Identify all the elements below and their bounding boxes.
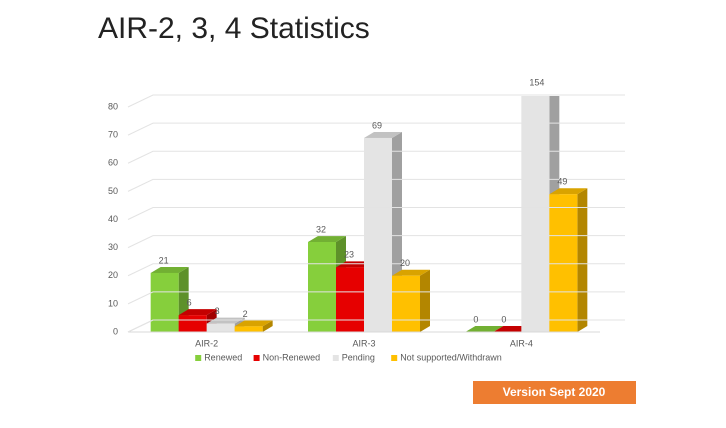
y-tick-label: 60 [108,158,118,168]
bar-top [308,236,346,242]
legend-label: Pending [342,352,375,362]
bar-top [364,131,402,138]
legend-swatch [332,355,339,361]
grid-line [127,319,625,333]
version-text: Version Sept 2020 [503,385,606,399]
bar-top [178,309,217,316]
y-tick-label: 80 [108,101,118,111]
value-label: 20 [400,258,410,268]
value-label: 69 [372,120,382,130]
x-tick-label: AIR-2 [195,338,218,348]
x-tick-label: AIR-3 [352,338,375,348]
grid-line [127,235,625,249]
y-tick-label: 0 [113,326,118,336]
legend-swatch [253,355,260,361]
bar-top [549,188,588,195]
y-tick-label: 70 [108,130,118,140]
bar [150,272,179,332]
bar-side [577,188,588,332]
bar [392,275,420,332]
grid-line [127,263,625,277]
y-tick-label: 10 [108,298,118,308]
bar-side [262,320,273,332]
grid-line [127,291,625,305]
value-label: 0 [473,314,478,324]
bar [521,96,550,332]
bar-top [465,326,504,332]
x-tick-label: AIR-4 [510,338,533,348]
legend-label: Non-Renewed [263,352,321,362]
grid-line [127,178,625,192]
value-label: 32 [316,224,326,234]
y-tick-label: 20 [108,270,118,280]
bar [308,242,336,332]
bar [178,315,207,332]
legend-label: Renewed [204,352,242,362]
version-badge [473,381,636,404]
value-label: 0 [501,314,506,324]
value-label: 21 [159,255,169,265]
value-label: 23 [344,250,354,260]
y-tick-label: 30 [108,242,118,252]
bar [364,137,392,332]
bar-top [206,317,245,324]
plot-area [150,96,588,332]
value-label: 3 [215,306,220,316]
value-label: 49 [557,177,567,187]
y-tick-label: 50 [108,186,118,196]
bar-top [150,266,189,273]
bar [549,194,578,332]
bar-side [420,269,430,332]
legend-swatch [391,355,398,361]
bar [234,326,263,332]
grid-line [127,94,625,108]
bar [336,267,364,332]
bar-top [392,269,430,276]
grid-line [127,207,625,220]
value-label: 154 [529,77,544,87]
bar-top [234,320,273,327]
value-label: 2 [243,309,248,319]
grid-line [127,150,625,164]
legend-swatch [195,355,202,361]
chart-title: AIR-2, 3, 4 Statistics [98,12,370,45]
grid-line [127,122,625,136]
value-label: 6 [187,298,192,308]
legend-label: Not supported/Withdrawn [400,352,502,362]
bar [206,323,235,332]
y-tick-label: 40 [108,214,118,224]
